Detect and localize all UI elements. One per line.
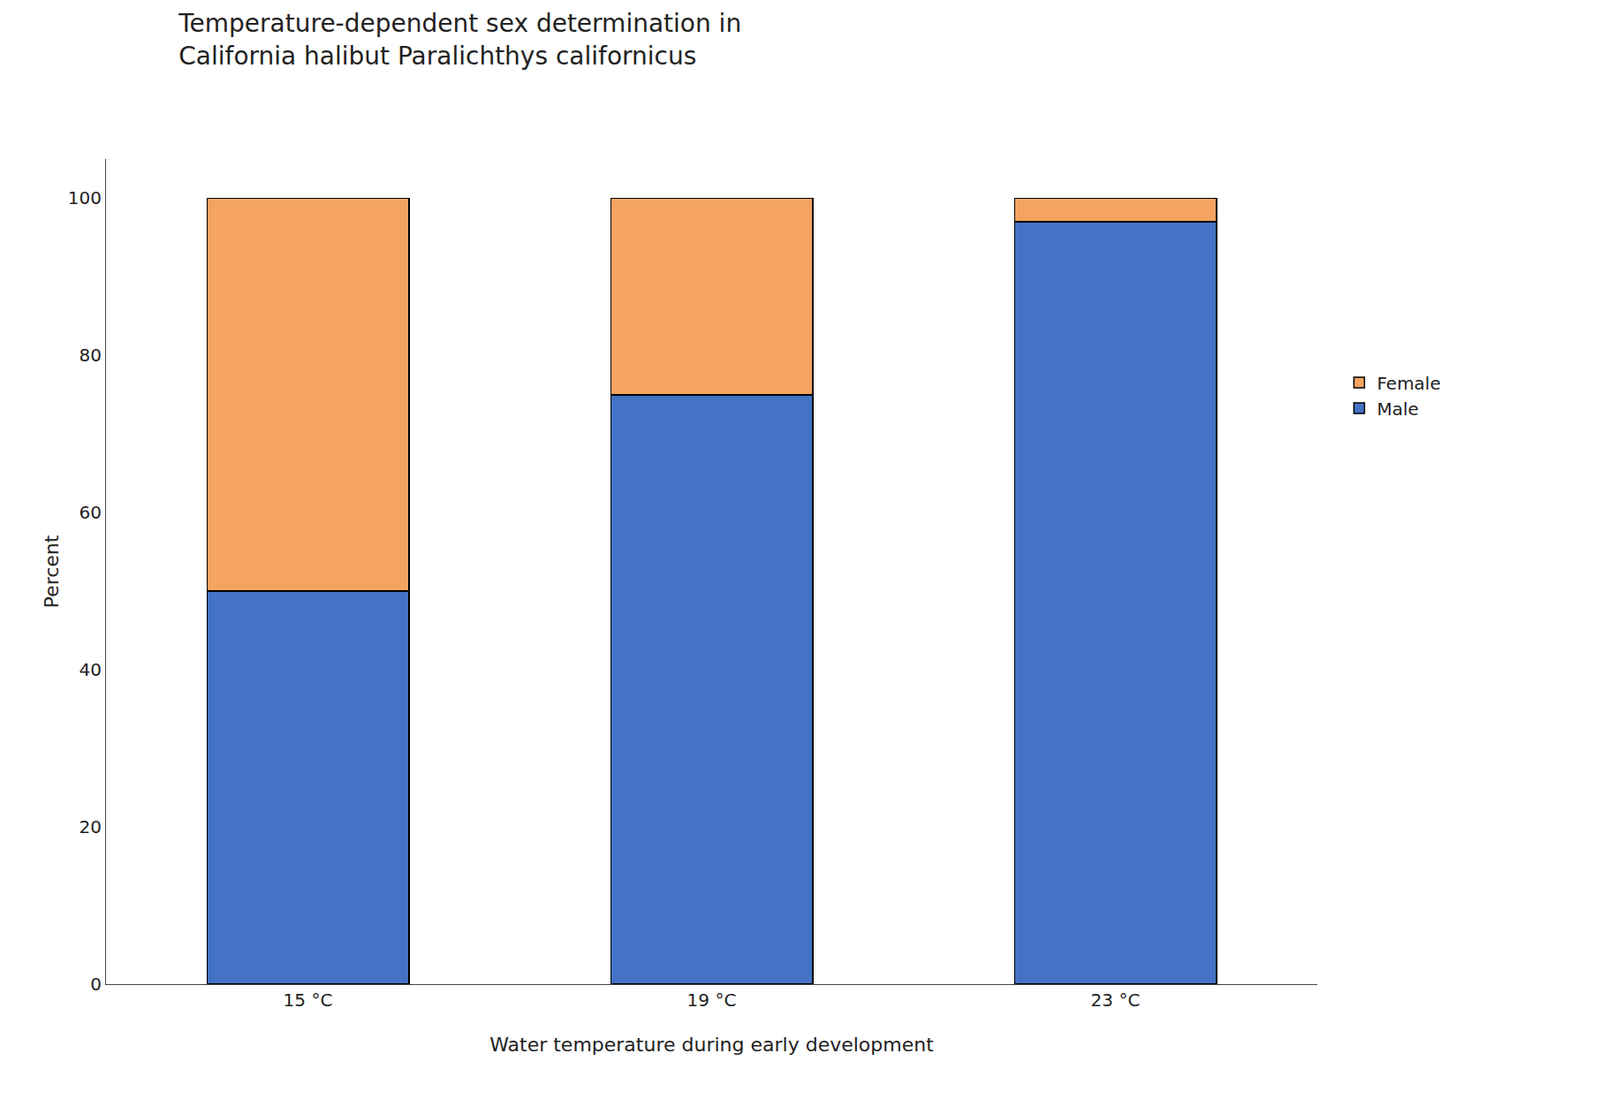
svg-text:80: 80	[79, 344, 102, 366]
svg-text:19 °C: 19 °C	[687, 989, 737, 1011]
svg-text:60: 60	[79, 501, 102, 524]
svg-text:Temperature-dependent sex dete: Temperature-dependent sex determination …	[177, 8, 742, 70]
svg-text:Percent: Percent	[40, 534, 63, 608]
svg-text:15 °C: 15 °C	[283, 989, 334, 1011]
svg-text:0: 0	[90, 973, 102, 995]
svg-text:Male: Male	[1376, 398, 1419, 420]
svg-text:Water temperature during early: Water temperature during early developme…	[489, 1033, 934, 1056]
svg-text:23 °C: 23 °C	[1091, 989, 1141, 1011]
svg-text:20: 20	[79, 816, 102, 838]
svg-text:100: 100	[68, 187, 102, 209]
svg-text:40: 40	[79, 659, 102, 681]
svg-text:Female: Female	[1376, 372, 1441, 395]
